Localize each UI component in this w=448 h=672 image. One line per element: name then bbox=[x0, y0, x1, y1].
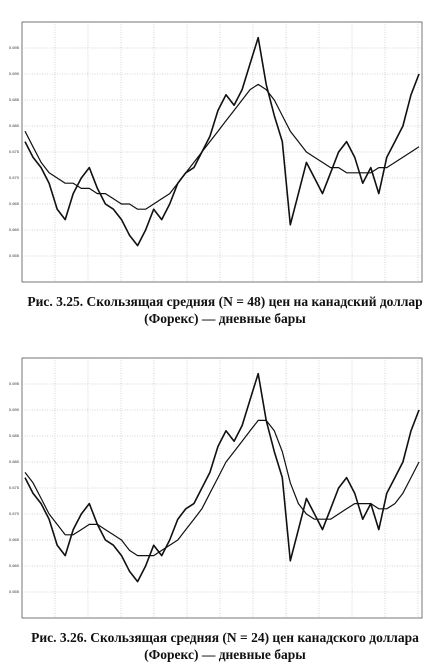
y-tick-label: 0.690 bbox=[9, 407, 20, 412]
price-line bbox=[24, 36, 420, 247]
y-tick-label: 0.690 bbox=[9, 71, 20, 76]
y-tick-label: 0.675 bbox=[9, 149, 20, 154]
y-tick-label: 0.685 bbox=[9, 97, 20, 102]
chart: 0.655 0.660 0.665 0.670 0.675 0.680 0.685 0.690… bbox=[9, 357, 423, 619]
y-tick-label: 0.660 bbox=[9, 227, 20, 232]
y-tick-label: 0.660 bbox=[9, 563, 20, 568]
y-tick-label: 0.665 bbox=[9, 201, 20, 206]
y-tick-label: 0.670 bbox=[9, 511, 20, 516]
moving-average-line bbox=[24, 419, 420, 557]
y-tick-label: 0.675 bbox=[9, 485, 20, 490]
y-tick-label: 0.655 bbox=[9, 589, 20, 594]
y-tick-label: 0.680 bbox=[9, 123, 20, 128]
y-tick-label: 0.655 bbox=[9, 253, 20, 258]
moving-average-line bbox=[24, 83, 420, 210]
y-tick-label: 0.695 bbox=[9, 45, 20, 50]
caption: Рис. 3.25. Скользящая средняя (N = 48) ц… bbox=[27, 294, 423, 326]
y-tick-label: 0.670 bbox=[9, 175, 20, 180]
chart: 0.655 0.660 0.665 0.670 0.675 0.680 0.685 0.690… bbox=[9, 21, 423, 283]
y-tick-label: 0.665 bbox=[9, 537, 20, 542]
caption: Рис. 3.26. Скользящая средняя (N = 24) ц… bbox=[31, 630, 419, 662]
price-line bbox=[24, 372, 420, 583]
y-tick-label: 0.695 bbox=[9, 381, 20, 386]
y-tick-label: 0.680 bbox=[9, 459, 20, 464]
y-tick-label: 0.685 bbox=[9, 433, 20, 438]
